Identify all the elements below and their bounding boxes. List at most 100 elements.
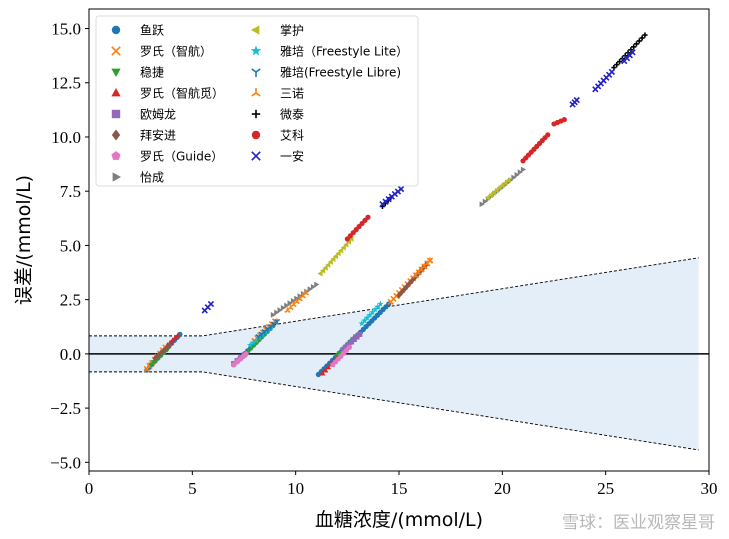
- data-point: [330, 256, 336, 263]
- legend-label: 雅培（Freestyle Lite）: [280, 44, 408, 59]
- series-艾科: [344, 117, 567, 242]
- x-tick-label: 15: [391, 479, 408, 498]
- data-point: [327, 259, 333, 265]
- data-point: [418, 266, 425, 273]
- x-tick-label: 20: [494, 479, 511, 498]
- data-point: [631, 44, 637, 50]
- data-point: [496, 184, 502, 191]
- data-point: [299, 292, 306, 299]
- data-point: [421, 263, 428, 270]
- data-point: [255, 334, 262, 340]
- data-point: [322, 367, 329, 373]
- y-axis-label: 误差/(mmol/L): [13, 175, 35, 305]
- data-point: [261, 328, 268, 335]
- legend-marker: [112, 172, 122, 182]
- legend-marker: [111, 68, 121, 78]
- data-point: [351, 336, 357, 343]
- data-point: [332, 253, 339, 260]
- data-point: [267, 323, 274, 330]
- data-point: [148, 362, 154, 368]
- data-point: [287, 304, 294, 311]
- series-一安: [201, 49, 636, 314]
- series-掌护: [317, 177, 511, 277]
- data-points: [143, 32, 648, 378]
- legend-marker: [251, 109, 261, 119]
- watermark-text: 雪球：医业观察星哥: [562, 513, 715, 533]
- x-tick-label: 10: [287, 479, 304, 498]
- data-point: [424, 260, 431, 267]
- data-point: [249, 339, 257, 346]
- data-point: [158, 349, 164, 357]
- data-point: [284, 307, 291, 313]
- data-point: [340, 346, 346, 353]
- data-point: [293, 298, 300, 305]
- series-拜安进: [152, 261, 429, 362]
- data-point: [290, 297, 297, 304]
- data-point: [608, 68, 616, 76]
- x-tick-label: 0: [85, 479, 94, 498]
- legend-label: 微泰: [280, 108, 304, 122]
- data-point: [287, 300, 293, 307]
- data-point: [302, 290, 310, 296]
- data-point: [493, 187, 499, 194]
- data-point: [274, 309, 280, 316]
- data-point: [310, 283, 317, 290]
- data-point: [399, 288, 405, 296]
- series-雅培(Freestyle Libre): [255, 318, 281, 340]
- legend-label: 罗氏（智航觅）: [140, 86, 224, 101]
- data-point: [514, 171, 520, 178]
- data-point: [319, 267, 326, 274]
- data-point: [426, 257, 434, 264]
- data-point: [487, 192, 493, 199]
- data-point: [314, 281, 320, 288]
- data-point: [270, 311, 277, 318]
- legend-marker: [111, 109, 121, 119]
- legend-label: 欧姆龙: [140, 108, 176, 122]
- data-point: [363, 314, 371, 321]
- data-point: [520, 166, 527, 173]
- legend-frame: [95, 15, 419, 187]
- data-point: [290, 301, 297, 308]
- data-point: [614, 62, 620, 68]
- data-point: [277, 307, 283, 314]
- legend-label: 雅培(Freestyle Libre): [280, 65, 401, 80]
- data-point: [404, 282, 410, 290]
- legend-label: 怡成: [140, 171, 164, 185]
- data-point: [636, 38, 642, 44]
- data-point: [374, 303, 382, 310]
- legend-marker: [111, 25, 121, 35]
- data-point: [296, 295, 303, 302]
- y-tick-label: −5.0: [50, 453, 81, 472]
- data-point: [343, 241, 349, 248]
- legend-marker: [251, 130, 261, 140]
- data-point: [246, 348, 252, 354]
- data-point: [307, 286, 313, 292]
- y-tick-label: 5.0: [60, 236, 81, 255]
- legend-label: 掌护: [280, 24, 304, 38]
- legend-label: 罗氏（Guide）: [140, 150, 223, 164]
- data-point: [325, 262, 331, 268]
- legend-label: 艾科: [280, 129, 304, 143]
- legend-label: 鱼跃: [140, 24, 164, 38]
- data-point: [345, 238, 351, 245]
- data-point: [335, 250, 341, 257]
- data-point: [274, 318, 281, 325]
- data-point: [616, 59, 623, 65]
- data-point: [249, 345, 255, 351]
- data-point: [270, 321, 278, 327]
- data-point: [511, 174, 517, 181]
- data-point: [354, 334, 360, 340]
- data-point: [366, 311, 374, 318]
- data-point: [365, 214, 371, 220]
- y-tick-label: 15.0: [51, 20, 81, 39]
- legend-label: 拜安进: [140, 128, 176, 143]
- data-point: [412, 272, 419, 279]
- data-point: [361, 317, 368, 324]
- data-point: [482, 198, 488, 205]
- data-point: [175, 332, 181, 338]
- data-point: [415, 269, 422, 276]
- lower-limit-line: [89, 371, 699, 451]
- data-point: [336, 351, 343, 357]
- x-axis: 0 5 10 15 20 25 30: [85, 471, 718, 498]
